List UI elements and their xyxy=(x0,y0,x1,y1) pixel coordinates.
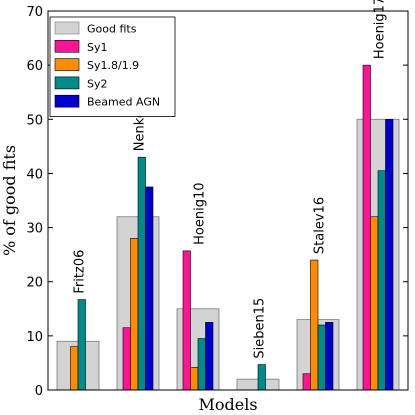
y-tick-label: 60 xyxy=(26,59,43,74)
bar-sy2-nenkova08 xyxy=(137,156,146,391)
bar-sy2-fritz06 xyxy=(77,299,86,391)
y-tick-label: 70 xyxy=(26,5,43,20)
legend-label-sy1-8-1-9: Sy1.8/1.9 xyxy=(87,59,139,72)
legend-swatch-sy1 xyxy=(54,39,80,53)
bar-beamed-agn-stalev16 xyxy=(325,322,334,391)
y-tick-label: 50 xyxy=(26,113,43,128)
bar-sy2-hoenig17 xyxy=(377,170,386,391)
bar-beamed-agn-hoenig10 xyxy=(205,322,214,391)
legend-label-sy1: Sy1 xyxy=(87,41,108,54)
bar-sy1-nenkova08 xyxy=(122,327,131,391)
plot-frame xyxy=(47,10,409,391)
model-label-hoenig17: Hoenig17 xyxy=(372,0,387,59)
bar-sy1-hoenig10 xyxy=(182,250,191,391)
legend-label-beamed-agn: Beamed AGN xyxy=(87,96,160,109)
model-label-fritz06: Fritz06 xyxy=(72,250,87,294)
legend-swatch-sy2 xyxy=(54,76,80,90)
y-tick-label: 30 xyxy=(26,222,43,237)
y-tick-label: 40 xyxy=(26,167,43,182)
bar-sy1-8-1-9-hoenig10 xyxy=(190,366,199,391)
legend-swatch-sy1-8-1-9 xyxy=(54,58,80,71)
bar-sy1-8-1-9-fritz06 xyxy=(70,346,79,391)
bar-beamed-agn-hoenig17 xyxy=(385,118,394,391)
bar-sy1-hoenig17 xyxy=(362,64,371,391)
legend-swatch-good-fits xyxy=(54,21,80,35)
model-label-stalev16: Stalev16 xyxy=(312,197,327,254)
bar-sy1-8-1-9-nenkova08 xyxy=(130,238,139,391)
legend: Good fits Sy1 Sy1.8/1.9 Sy2 Beamed AGN xyxy=(49,16,176,117)
bar-sy2-stalev16 xyxy=(317,324,326,391)
y-tick-label: 0 xyxy=(35,384,43,399)
legend-label-sy2: Sy2 xyxy=(87,77,108,90)
y-axis-ticks: 0 10 20 30 40 50 60 70 xyxy=(26,5,408,399)
bar-beamed-agn-nenkova08 xyxy=(145,186,154,391)
legend-swatch-beamed-agn xyxy=(54,94,80,108)
bar-sy2-sieben15 xyxy=(257,364,266,391)
bar-sy2-hoenig10 xyxy=(197,338,206,391)
x-axis-label: Models xyxy=(198,395,257,414)
legend-label-good-fits: Good fits xyxy=(87,23,137,36)
model-label-sieben15: Sieben15 xyxy=(252,298,267,359)
model-label-hoenig10: Hoenig10 xyxy=(192,182,207,244)
bar-sy1-stalev16 xyxy=(302,373,311,391)
bar-sy1-8-1-9-hoenig17 xyxy=(370,216,379,391)
bar-sy1-8-1-9-stalev16 xyxy=(310,259,319,391)
y-tick-label: 20 xyxy=(26,276,43,291)
y-tick-label: 10 xyxy=(26,330,43,345)
y-axis-label: % of good fits xyxy=(0,145,19,256)
